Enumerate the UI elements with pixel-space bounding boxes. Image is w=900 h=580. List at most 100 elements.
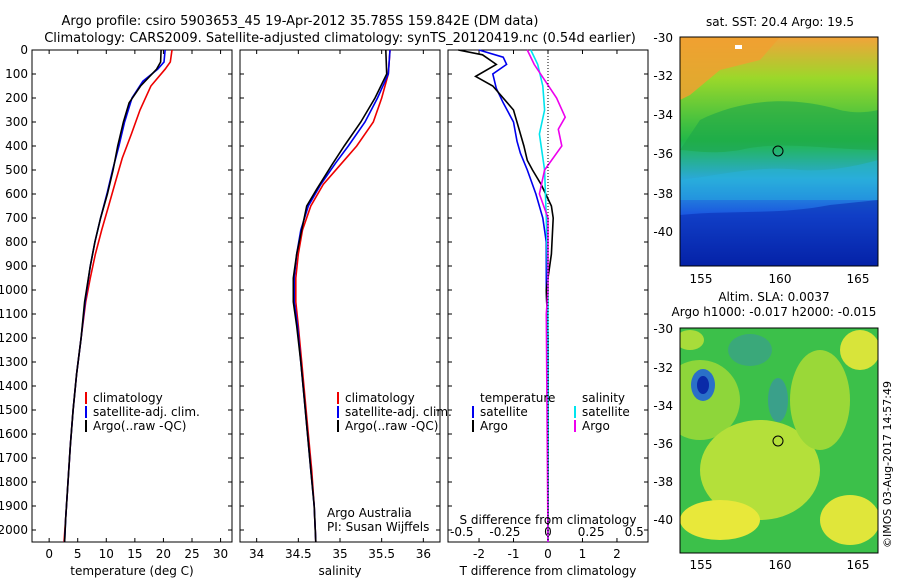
series-line-satellite-adj-clim- (293, 49, 391, 543)
salinity-axes (239, 49, 441, 543)
difference-legend: temperature salinity satellite Argo sate… (472, 391, 630, 433)
s-diff-xlabel: S difference from climatology (460, 513, 637, 527)
legend-label-s-argo: Argo (582, 419, 610, 433)
y-tick-label: 300 (5, 115, 28, 129)
credit-line-2: PI: Susan Wijffels (327, 520, 429, 534)
sst-lat-tick: -36 (653, 147, 673, 161)
x2-tick-label: -0.25 (489, 525, 520, 539)
sst-argo-location-marker (772, 145, 784, 157)
x-tick-label: 34.5 (285, 547, 312, 561)
y-tick-label: 2000 (0, 523, 28, 537)
x-tick-label: -1 (508, 547, 520, 561)
legend-label-t-satellite: satellite (480, 405, 528, 419)
x-tick-label: 30 (213, 547, 228, 561)
sst-lon-tick: 155 (690, 272, 713, 286)
y-tick-label: 200 (5, 91, 28, 105)
x2-tick-label: -0.5 (450, 525, 473, 539)
difference-plot: -2 -1 0 1 2-0.5 -0.25 0 0.25 0.5 (448, 49, 648, 561)
x-tick-label: -2 (473, 547, 485, 561)
sla-lat-tick: -38 (653, 475, 673, 489)
sla-argo-location-marker (772, 435, 784, 447)
salinity-plot: 34 34.5 35 35.5 36 (240, 49, 440, 561)
x-tick-label: 2 (613, 547, 621, 561)
sla-lat-tick: -30 (653, 322, 673, 336)
legend-label-s-satellite: satellite (582, 405, 630, 419)
y-tick-label: 800 (5, 235, 28, 249)
x-tick-label: 10 (99, 547, 114, 561)
sla-map-ticks: -30 -32 -34 -36 -38 -40 155 160 165 (653, 322, 869, 572)
series-line-argo-raw-qc- (63, 49, 162, 543)
temperature-legend: climatology satellite-adj. clim. Argo(..… (85, 391, 200, 433)
y-tick-label: 100 (5, 67, 28, 81)
x-tick-label: 25 (184, 547, 199, 561)
y-tick-label: 1700 (0, 451, 28, 465)
sst-lat-tick: -34 (653, 108, 673, 122)
series-line-satellite-adj-clim- (63, 49, 166, 543)
series-line-argo-raw-qc- (292, 49, 388, 543)
sst-lat-tick: -38 (653, 187, 673, 201)
sla-lat-tick: -32 (653, 361, 673, 375)
sst-map-ticks: -30 -32 -34 -36 -38 -40 155 160 165 (653, 31, 869, 286)
y-tick-label: 1900 (0, 499, 28, 513)
series-line-t-satellite (478, 49, 549, 542)
y-tick-label: 400 (5, 139, 28, 153)
y-tick-label: 1500 (0, 403, 28, 417)
x-tick-label: 1 (579, 547, 587, 561)
imos-watermark: ©IMOS 03-Aug-2017 14:57:49 (881, 381, 894, 548)
sla-map-title-1: Altim. SLA: 0.0037 (718, 290, 829, 304)
t-diff-xlabel: T difference from climatology (459, 564, 637, 578)
series-line-s-satellite (530, 49, 549, 542)
sla-lat-tick: -34 (653, 399, 673, 413)
y-tick-label: 1200 (0, 331, 28, 345)
salinity-legend: climatology satellite-adj. clim. Argo(..… (337, 391, 452, 433)
sla-lon-tick: 160 (769, 558, 792, 572)
x-tick-label: 0 (45, 547, 53, 561)
y-tick-label: 1300 (0, 355, 28, 369)
x2-tick-label: 0.5 (625, 525, 644, 539)
sla-map-image (680, 328, 878, 553)
x-tick-label: 35 (332, 547, 347, 561)
series-line-t-argo (458, 49, 555, 542)
title-line-1: Argo profile: csiro 5903653_45 19-Apr-20… (62, 14, 539, 29)
y-tick-label: 1600 (0, 427, 28, 441)
sst-map-image (680, 37, 878, 266)
x-tick-label: 20 (156, 547, 171, 561)
y-tick-label: 700 (5, 211, 28, 225)
sla-lon-tick: 165 (847, 558, 870, 572)
temperature-xlabel: temperature (deg C) (70, 564, 193, 578)
x-tick-label: 0 (544, 547, 552, 561)
legend-heading-salinity: salinity (582, 391, 625, 405)
legend-heading-temperature: temperature (480, 391, 555, 405)
y-tick-label: 1000 (0, 283, 28, 297)
sla-lon-tick: 155 (690, 558, 713, 572)
credit-line-1: Argo Australia (327, 506, 412, 520)
legend-label-satellite: satellite-adj. clim. (93, 405, 200, 419)
sst-lat-tick: -40 (653, 225, 673, 239)
sla-map-frame (679, 327, 879, 554)
y-tick-label: 1800 (0, 475, 28, 489)
temperature-axes (31, 49, 233, 543)
temperature-plot: 0 5 10 15 20 25 300100200300400500600700800900… (0, 43, 232, 561)
x-tick-label: 34 (249, 547, 264, 561)
sst-lon-tick: 160 (769, 272, 792, 286)
y-tick-label: 900 (5, 259, 28, 273)
legend-label-satellite: satellite-adj. clim. (345, 405, 452, 419)
x-tick-label: 36 (416, 547, 431, 561)
salinity-xlabel: salinity (318, 564, 361, 578)
legend-label-argo: Argo(..raw -QC) (345, 419, 438, 433)
sla-lat-tick: -36 (653, 437, 673, 451)
sst-lat-tick: -30 (653, 31, 673, 45)
series-line-climatology (63, 49, 173, 543)
y-tick-label: 500 (5, 163, 28, 177)
x-tick-label: 5 (74, 547, 82, 561)
x-tick-label: 35.5 (368, 547, 395, 561)
legend-label-climatology: climatology (93, 391, 163, 405)
sla-map-title-2: Argo h1000: -0.017 h2000: -0.015 (672, 305, 877, 319)
sst-map-title: sat. SST: 20.4 Argo: 19.5 (706, 15, 854, 29)
legend-label-t-argo: Argo (480, 419, 508, 433)
sst-map-frame (679, 36, 879, 267)
x2-tick-label: 0.25 (578, 525, 605, 539)
legend-label-climatology: climatology (345, 391, 415, 405)
legend-label-argo: Argo(..raw -QC) (93, 419, 186, 433)
